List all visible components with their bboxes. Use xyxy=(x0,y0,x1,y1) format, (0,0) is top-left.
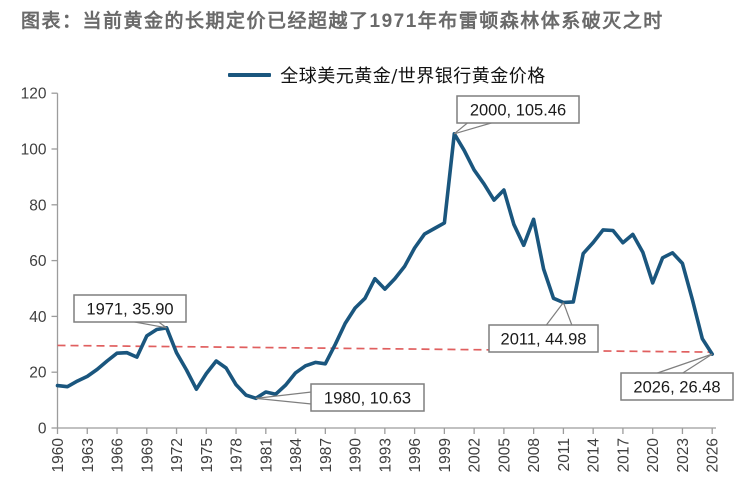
annotation-pointer xyxy=(255,397,312,405)
annotation-1971: 1971, 35.90 xyxy=(73,294,187,329)
x-axis-label: 2017 xyxy=(615,438,632,472)
x-axis-label: 1975 xyxy=(199,438,216,472)
x-axis-label: 1990 xyxy=(348,438,365,473)
legend: 全球美元黄金/世界银行黄金价格 xyxy=(57,63,717,87)
annotation-box xyxy=(456,95,580,124)
y-axis-label: 0 xyxy=(38,421,47,438)
annotation-label: 2011, 44.98 xyxy=(501,331,587,349)
trend-dashed-line xyxy=(57,344,713,353)
axes: 0 20 40 60 80 100 120 1960 1963 1966 1969 1972 1975 1… xyxy=(21,86,722,473)
annotation-box xyxy=(310,383,425,412)
x-axis-label: 2014 xyxy=(586,438,603,473)
y-axis-label: 120 xyxy=(21,86,47,103)
annotation-2026: 2026, 26.48 xyxy=(620,353,734,401)
x-axis-label: 1978 xyxy=(229,438,246,472)
x-axis-label: 1960 xyxy=(50,438,67,473)
legend-line-icon xyxy=(228,72,272,78)
annotation-2000: 2000, 105.46 xyxy=(453,95,580,135)
annotation-pointer xyxy=(681,353,713,375)
y-axis-label: 40 xyxy=(29,309,47,326)
x-axis-label: 2020 xyxy=(645,438,662,473)
annotation-label: 1980, 10.63 xyxy=(324,390,411,408)
x-axis-label: 1993 xyxy=(377,438,394,472)
annotation-pointer xyxy=(545,302,564,326)
annotation-box xyxy=(620,372,734,401)
annotation-label: 1971, 35.90 xyxy=(86,301,173,319)
annotation-2011: 2011, 44.98 xyxy=(488,302,599,353)
x-axis-label: 1999 xyxy=(437,438,454,472)
y-axis-label: 80 xyxy=(29,197,47,214)
x-axis-label: 2011 xyxy=(556,438,573,471)
annotation-label: 2026, 26.48 xyxy=(633,379,720,397)
chart-title: 图表：当前黄金的长期定价已经超越了1971年布雷顿森林体系破灭之时 xyxy=(21,11,664,32)
x-axis-label: 1966 xyxy=(110,438,127,472)
series-line xyxy=(55,132,715,401)
x-axis-label: 2026 xyxy=(705,438,722,472)
x-axis-label: 2023 xyxy=(675,438,692,472)
y-axis-label: 20 xyxy=(29,365,47,382)
x-axis-label: 2005 xyxy=(496,438,513,472)
annotation-pointer xyxy=(454,121,494,135)
x-axis-label: 1996 xyxy=(407,438,424,472)
legend-label: 全球美元黄金/世界银行黄金价格 xyxy=(280,66,546,87)
y-axis-label: 60 xyxy=(29,253,47,270)
y-axis-label: 100 xyxy=(21,142,47,159)
annotation-pointer xyxy=(255,391,312,399)
x-axis-label: 1984 xyxy=(288,438,305,473)
annotation-box xyxy=(73,294,187,323)
x-axis-label: 2008 xyxy=(526,438,543,472)
x-axis-label: 1972 xyxy=(169,438,186,472)
x-axis-label: 1987 xyxy=(318,438,335,472)
x-axis-label: 1963 xyxy=(80,438,97,472)
x-axis-label: 2002 xyxy=(467,438,484,472)
x-axis-label: 1969 xyxy=(139,438,156,472)
annotation-label: 2000, 105.46 xyxy=(470,102,566,120)
annotation-box xyxy=(488,324,599,353)
annotation-pointer xyxy=(453,122,469,135)
x-axis-label: 1981 xyxy=(258,438,275,472)
annotation-pointer xyxy=(562,302,573,326)
annotation-1980: 1980, 10.63 xyxy=(255,383,425,412)
annotation-pointer xyxy=(655,353,713,375)
